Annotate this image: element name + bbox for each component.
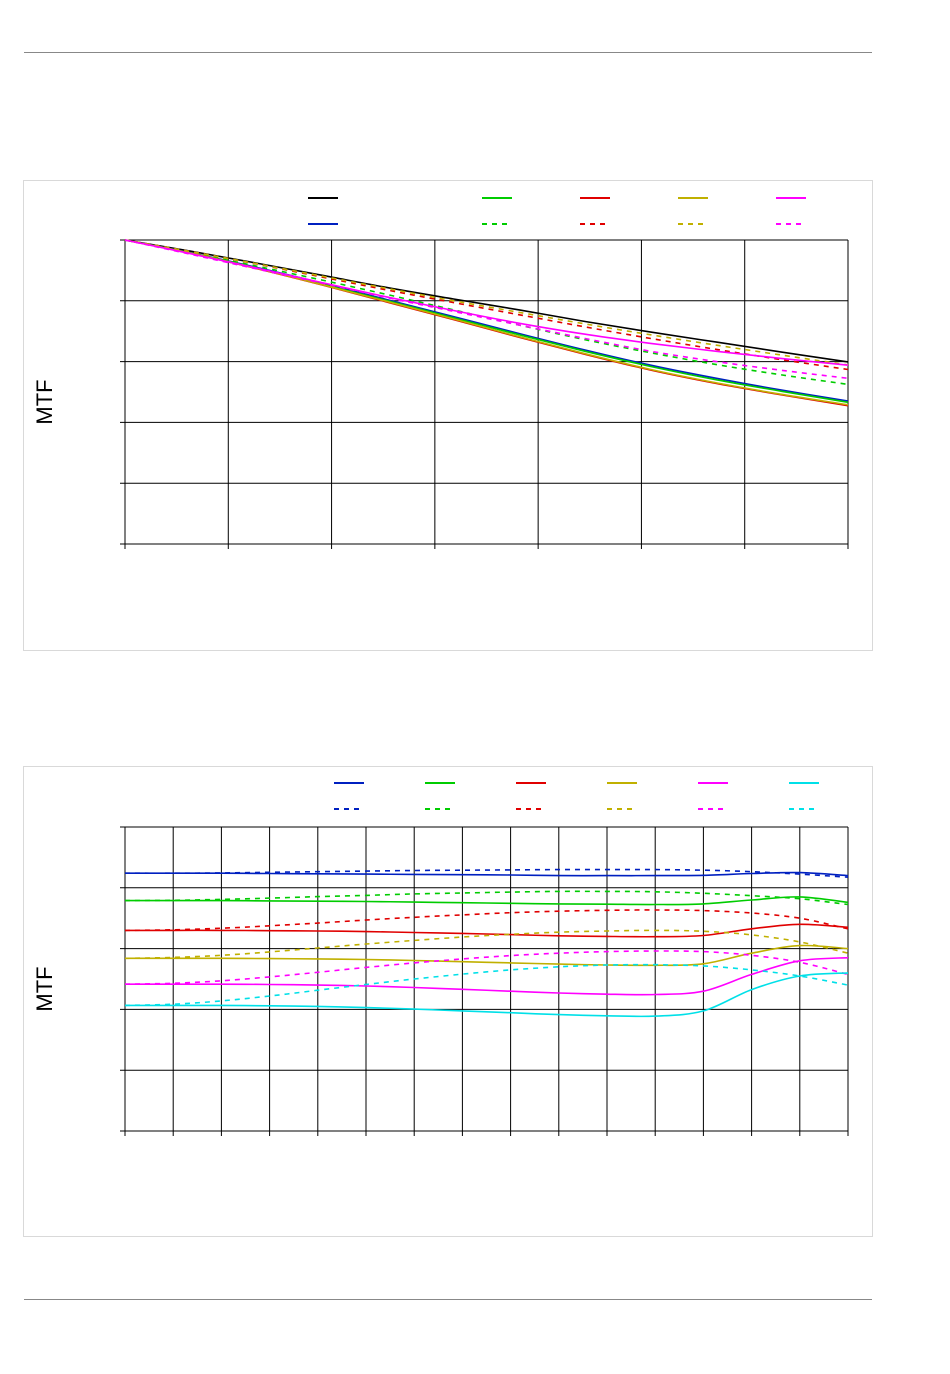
series-line-0 xyxy=(124,871,849,877)
series-line-1 xyxy=(124,868,849,878)
series-line-9 xyxy=(124,950,849,985)
series-line-3 xyxy=(124,239,849,386)
series-line-6 xyxy=(125,944,849,967)
series-line-9 xyxy=(124,239,849,380)
series-line-2 xyxy=(125,896,849,906)
footer-rule xyxy=(24,1299,872,1300)
mtf-chart-2: MTF xyxy=(23,766,873,1237)
grid xyxy=(120,239,849,549)
mtf-chart-1-svg: MTF xyxy=(32,197,849,549)
series-line-8 xyxy=(124,956,849,996)
series-line-4 xyxy=(124,239,849,407)
series-line-0 xyxy=(124,239,849,363)
mtf-chart-2-svg: MTF xyxy=(32,782,849,1136)
series-line-5 xyxy=(124,909,849,932)
series-line-10 xyxy=(125,972,849,1018)
y-axis-label: MTF xyxy=(32,379,57,424)
legend xyxy=(334,782,819,810)
series-line-6 xyxy=(124,239,849,406)
y-axis-label: MTF xyxy=(32,966,57,1011)
series-line-7 xyxy=(124,929,849,960)
series-line-3 xyxy=(124,890,849,906)
legend xyxy=(308,197,806,225)
header-rule xyxy=(24,52,872,53)
grid xyxy=(120,826,849,1136)
series-line-11 xyxy=(124,963,849,1007)
series-line-8 xyxy=(124,239,849,366)
mtf-chart-1: MTF xyxy=(23,180,873,651)
